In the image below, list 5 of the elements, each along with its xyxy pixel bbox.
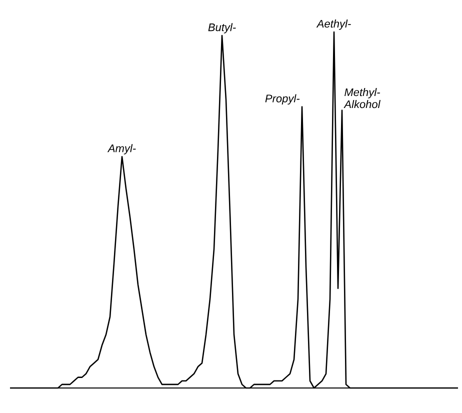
annotation: Amyl-	[107, 144, 136, 154]
text: Aethyl-	[316, 20, 351, 30]
annotation: Propyl-	[265, 94, 300, 105]
annotation: Methyl- Alkohol	[344, 88, 381, 108]
annotation: Butyl-	[208, 23, 236, 34]
